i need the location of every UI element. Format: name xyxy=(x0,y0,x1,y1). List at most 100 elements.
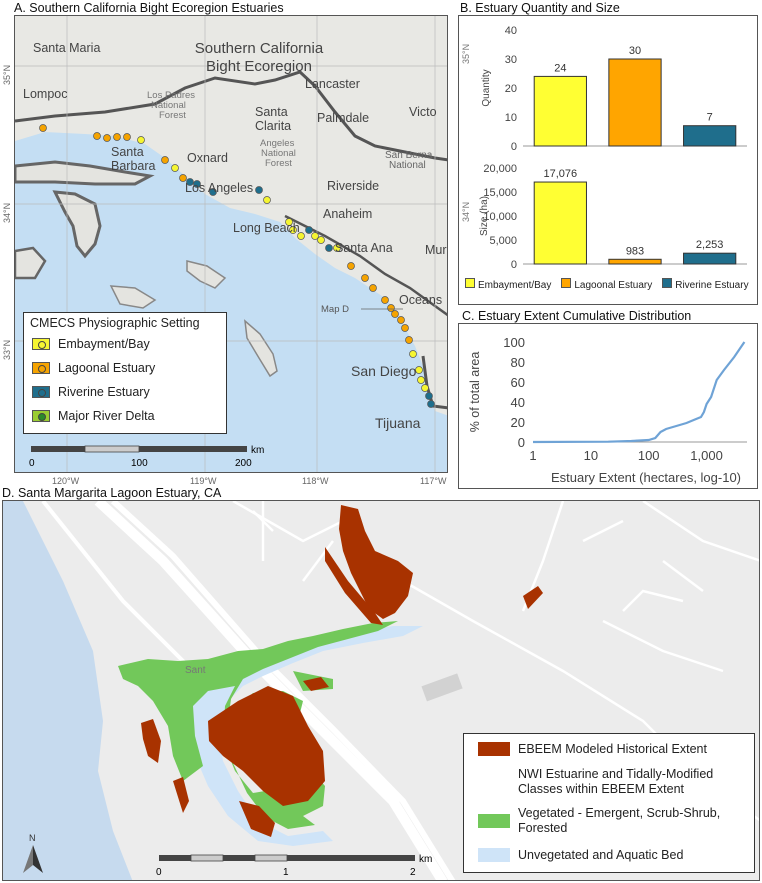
svg-text:Santa: Santa xyxy=(111,145,144,159)
svg-text:Lompoc: Lompoc xyxy=(23,87,67,101)
bar-value-label: 2,253 xyxy=(696,239,724,251)
y-tick-label: 20 xyxy=(505,83,517,95)
panel-b-title: B. Estuary Quantity and Size xyxy=(460,1,620,15)
panel-a-lat-labels: 35°N 34°N 33°N xyxy=(2,65,12,360)
legend-d-historical: EBEEM Modeled Historical Extent xyxy=(478,742,707,756)
legend-b-riverine: Riverine Estuary xyxy=(662,278,749,291)
estuary-points[interactable] xyxy=(39,124,435,408)
map-d-label: Map D xyxy=(321,304,349,315)
bar-value-label: 30 xyxy=(629,45,641,57)
y-tick-label: 15,000 xyxy=(483,187,517,199)
bar-value-label: 7 xyxy=(707,112,713,124)
svg-text:Santa Ana: Santa Ana xyxy=(335,241,393,255)
bar xyxy=(608,258,662,265)
cumulative-line xyxy=(532,341,746,444)
y-tick-label: 30 xyxy=(505,54,517,66)
svg-text:119°W: 119°W xyxy=(190,476,217,486)
svg-text:Santa Maria: Santa Maria xyxy=(33,41,100,55)
svg-text:120°W: 120°W xyxy=(52,476,80,486)
legend-b-embayment: Embayment/Bay xyxy=(465,278,551,291)
svg-text:Anaheim: Anaheim xyxy=(323,207,372,221)
svg-text:San Berna: San Berna xyxy=(385,150,433,161)
legend-d-unvegetated: Unvegetated and Aquatic Bed xyxy=(478,848,683,862)
panel-b-legend: Embayment/Bay Lagoonal Estuary Riverine … xyxy=(465,278,749,291)
legend-d-heading: NWI Estuarine and Tidally-Modified Class… xyxy=(518,767,714,796)
bar xyxy=(608,58,662,147)
streets xyxy=(232,501,759,822)
svg-text:Palmdale: Palmdale xyxy=(317,111,369,125)
y-axis-label: Size (ha) xyxy=(479,196,490,236)
place-label-d: Sant xyxy=(185,665,206,676)
x-tick-label: 10 xyxy=(584,448,598,463)
svg-text:117°W: 117°W xyxy=(420,476,447,486)
panel-a-scale-bar: 0 100 200 km xyxy=(29,445,264,469)
bar-value-label: 24 xyxy=(554,62,566,74)
bar-value-label: 983 xyxy=(626,245,644,257)
y-tick-label: 5,000 xyxy=(489,235,517,247)
ocean-d xyxy=(3,501,133,880)
ecoregion-boundary xyxy=(15,70,447,162)
riverine-swatch xyxy=(32,386,50,398)
panel-d-title: D. Santa Margarita Lagoon Estuary, CA xyxy=(2,486,222,500)
panel-b-chart: 35°N 34°N 0 10 20 30 40 Quantity 24 30 7 0 5,000 10,0… xyxy=(458,15,758,305)
panel-a-map[interactable]: Map D Southern California Bight Ecoregio… xyxy=(14,15,448,473)
panel-d-legend: EBEEM Modeled Historical Extent NWI Estu… xyxy=(463,733,755,873)
legend-b-lagoonal: Lagoonal Estuary xyxy=(561,278,652,291)
panel-c-title: C. Estuary Extent Cumulative Distributio… xyxy=(462,309,692,323)
x-tick-label: 1 xyxy=(529,448,536,463)
panel-d-map[interactable]: Sant N 0 1 2 km EBEEM Modeled Historical… xyxy=(2,500,760,881)
y-tick-label: 60 xyxy=(511,375,525,390)
svg-text:National: National xyxy=(389,160,426,171)
san-nicolas-region xyxy=(52,190,102,259)
lat-label: 35°N xyxy=(461,44,471,64)
channel-islands-north xyxy=(15,160,155,186)
svg-text:Lancaster: Lancaster xyxy=(305,77,360,91)
y-tick-label: 10,000 xyxy=(483,211,517,223)
panel-a-title: A. Southern California Bight Ecoregion E… xyxy=(14,1,284,15)
svg-text:Los Angeles: Los Angeles xyxy=(185,181,253,195)
y-axis-label: Quantity xyxy=(481,69,492,106)
historical-swatch xyxy=(478,742,510,756)
svg-text:Riverside: Riverside xyxy=(327,179,379,193)
svg-text:Mur: Mur xyxy=(425,243,447,257)
svg-text:Forest: Forest xyxy=(265,158,292,169)
vegetated-swatch xyxy=(478,814,510,828)
highway-railway xyxy=(110,501,456,880)
svg-text:0: 0 xyxy=(29,458,35,469)
svg-text:100: 100 xyxy=(131,458,148,469)
svg-text:Long Beach: Long Beach xyxy=(233,221,300,235)
svg-text:National: National xyxy=(151,100,186,111)
svg-text:0: 0 xyxy=(156,867,162,878)
panel-d-scale-bar: 0 1 2 km xyxy=(156,854,432,878)
legend-a-delta: Major River Delta xyxy=(32,409,155,423)
offshore-bank xyxy=(15,246,47,280)
historical-extent-main xyxy=(208,686,325,806)
legend-a-title: CMECS Physiographic Setting xyxy=(30,316,200,330)
svg-text:km: km xyxy=(251,445,264,456)
svg-text:Forest: Forest xyxy=(159,110,186,121)
svg-text:km: km xyxy=(419,854,432,865)
svg-text:33°N: 33°N xyxy=(2,340,12,360)
y-tick-label: 0 xyxy=(518,435,525,450)
historical-extent-north xyxy=(339,505,413,619)
x-axis-label: Estuary Extent (hectares, log-10) xyxy=(551,470,741,485)
unvegetated-swatch xyxy=(478,848,510,862)
svg-text:San Diego: San Diego xyxy=(351,363,417,379)
panel-d-map-canvas: Sant xyxy=(3,501,759,880)
x-tick-label: 100 xyxy=(638,448,660,463)
svg-text:Barbara: Barbara xyxy=(111,159,156,173)
legend-d-vegetated: Vegetated - Emergent, Scrub-Shrub, Fores… xyxy=(478,806,742,836)
panel-a-legend: CMECS Physiographic Setting Embayment/Ba… xyxy=(23,312,227,434)
y-tick-label: 20 xyxy=(511,415,525,430)
svg-text:N: N xyxy=(29,833,36,843)
svg-text:200: 200 xyxy=(235,458,252,469)
panel-c-svg: 0 20 40 60 80 100 1 10 100 1,000 % of total area Es… xyxy=(468,335,747,485)
x-tick-label: 1,000 xyxy=(690,448,723,463)
lat-label: 34°N xyxy=(461,202,471,222)
svg-text:1: 1 xyxy=(283,867,289,878)
svg-text:34°N: 34°N xyxy=(2,203,12,223)
legend-a-embayment: Embayment/Bay xyxy=(32,337,150,351)
panel-b-svg: 35°N 34°N 0 10 20 30 40 Quantity 24 30 7 0 5,000 10,0… xyxy=(461,25,747,271)
region-label-2: Bight Ecoregion xyxy=(206,58,312,75)
legend-a-lagoonal: Lagoonal Estuary xyxy=(32,361,155,375)
